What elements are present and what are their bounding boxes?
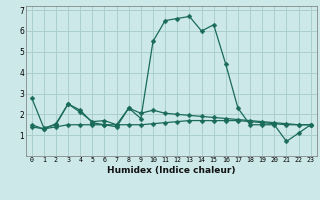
X-axis label: Humidex (Indice chaleur): Humidex (Indice chaleur) xyxy=(107,166,236,175)
